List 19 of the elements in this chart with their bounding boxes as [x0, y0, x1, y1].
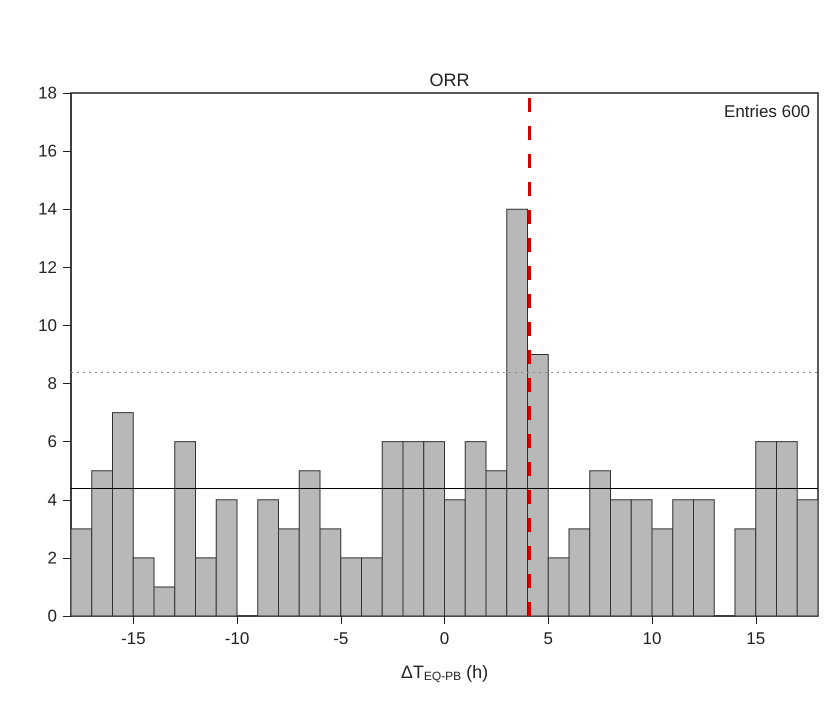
chart-title: ORR	[430, 70, 470, 90]
x-tick-label: 10	[642, 629, 662, 648]
y-tick-label: 2	[48, 548, 57, 568]
annotation: Entries 600	[724, 102, 810, 121]
x-tick-label: 15	[746, 629, 766, 648]
y-tick-label: 10	[38, 316, 57, 335]
x-tick-label: -15	[120, 629, 146, 648]
y-tick-label: 12	[38, 258, 57, 277]
x-tick-label: 5	[544, 629, 553, 648]
y-tick-label: 6	[48, 432, 57, 452]
x-tick-label: -5	[333, 629, 348, 648]
y-tick-label: 16	[38, 142, 57, 161]
y-tick-label: 14	[38, 200, 57, 219]
y-tick-label: 4	[48, 490, 57, 510]
x-tick-label: 0	[440, 629, 450, 648]
x-tick-label: -10	[224, 629, 250, 648]
y-tick-label: 18	[38, 84, 57, 102]
y-tick-label: 0	[48, 606, 57, 626]
y-tick-label: 8	[48, 374, 57, 394]
